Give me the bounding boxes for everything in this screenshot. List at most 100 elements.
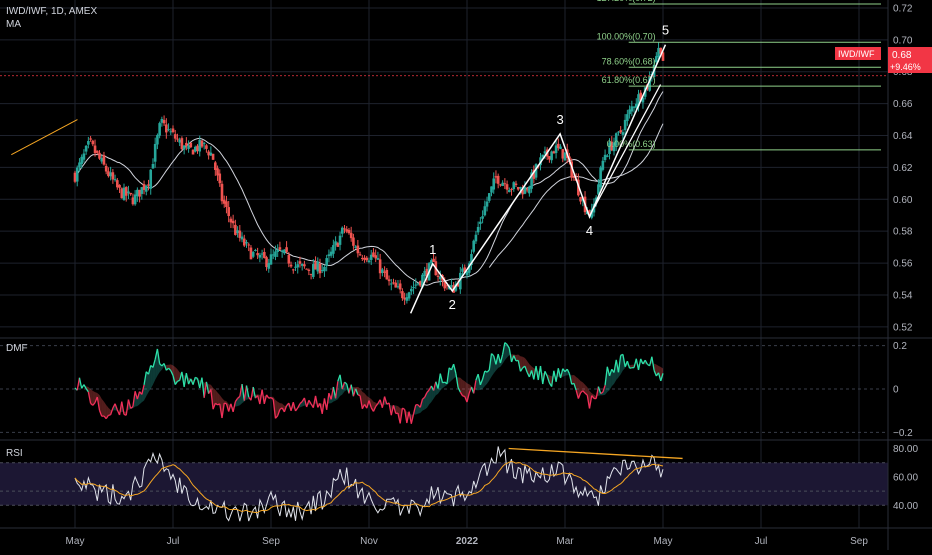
candle-body xyxy=(504,183,507,184)
candle-body xyxy=(553,151,556,153)
candle-body xyxy=(321,270,324,271)
candle-body xyxy=(120,188,123,198)
candle-body xyxy=(308,270,311,271)
candle-body xyxy=(259,255,262,258)
dmf-fill xyxy=(215,390,217,405)
candle-body xyxy=(143,184,146,190)
candle-body xyxy=(167,129,170,130)
candle-body xyxy=(187,145,190,149)
fib-levels-layer: 127.20%(0.72)100.00%(0.70)78.60%(0.68)61… xyxy=(0,0,888,150)
candle-body xyxy=(557,144,560,148)
candle-body xyxy=(619,130,622,132)
x-tick-label: Sep xyxy=(262,536,280,547)
candle-body xyxy=(127,191,130,193)
candle-body xyxy=(283,250,286,254)
candle-body xyxy=(314,261,317,269)
candle-body xyxy=(374,255,377,258)
candle-body xyxy=(76,168,79,182)
candle-body xyxy=(337,243,340,247)
candle-body xyxy=(606,156,609,157)
candle-body xyxy=(192,150,195,155)
candle-body xyxy=(559,147,562,149)
candle-body xyxy=(312,264,315,277)
candle-body xyxy=(363,258,366,260)
candle-body xyxy=(330,252,333,256)
candle-body xyxy=(550,151,553,160)
dmf-tick-label: 0 xyxy=(893,385,899,396)
candle-body xyxy=(484,206,487,215)
candle-body xyxy=(472,241,475,252)
y-tick-label: 0.66 xyxy=(893,99,913,110)
candle-body xyxy=(100,158,103,162)
dmf-line-segment xyxy=(267,395,269,398)
candle-body xyxy=(419,281,422,285)
candle-body xyxy=(254,250,257,251)
candle-body xyxy=(125,187,128,196)
candle-body xyxy=(341,228,344,234)
price-tag-change: +9.46% xyxy=(890,62,921,72)
chart-symbol-title[interactable]: IWD/IWF, 1D, AMEX xyxy=(6,6,97,17)
candle-body xyxy=(123,188,126,200)
candle-body xyxy=(103,155,106,164)
candle-body xyxy=(310,274,313,275)
candle-body xyxy=(256,253,259,255)
dmf-fill xyxy=(463,380,465,397)
candle-body xyxy=(216,168,219,175)
candle-body xyxy=(247,244,250,245)
candle-body xyxy=(357,246,360,254)
dmf-fill xyxy=(151,365,153,388)
fib-level-label: 78.60%(0.68) xyxy=(602,56,656,66)
grid-lines xyxy=(0,0,888,528)
rsi-tick-label: 40.00 xyxy=(893,501,918,512)
candle-body xyxy=(481,216,484,218)
candle-body xyxy=(190,143,193,148)
dmf-line-segment xyxy=(463,396,465,397)
candle-body xyxy=(276,250,279,252)
candle-body xyxy=(141,187,144,194)
candle-body xyxy=(399,283,402,289)
candle-body xyxy=(198,140,201,152)
candle-body xyxy=(234,225,237,235)
candle-body xyxy=(350,233,353,238)
candle-body xyxy=(250,248,253,260)
y-tick-label: 0.64 xyxy=(893,131,913,142)
candle-body xyxy=(156,135,159,144)
candle-body xyxy=(210,153,213,156)
candle-body xyxy=(602,161,605,170)
candle-body xyxy=(194,147,197,152)
dmf-line-segment xyxy=(177,380,179,381)
dmf-fill xyxy=(146,372,148,397)
candle-body xyxy=(631,106,634,111)
candle-body xyxy=(508,190,511,192)
candle-body xyxy=(85,146,88,152)
dmf-title[interactable]: DMF xyxy=(6,343,28,354)
candle-body xyxy=(299,261,302,264)
dmf-line-segment xyxy=(224,403,226,404)
rsi-title[interactable]: RSI xyxy=(6,448,23,459)
x-tick-label: Mar xyxy=(556,536,574,547)
candle-body xyxy=(475,235,478,242)
dmf-fill xyxy=(102,399,104,416)
candle-body xyxy=(201,140,204,146)
x-tick-label: Sep xyxy=(850,536,868,547)
candle-body xyxy=(172,129,175,133)
wave-label: 3 xyxy=(556,112,563,127)
candle-body xyxy=(205,145,208,149)
candle-body xyxy=(414,285,417,286)
candle-body xyxy=(497,176,500,184)
candle-body xyxy=(548,156,551,159)
x-tick-label: Jul xyxy=(755,536,768,547)
candle-body xyxy=(138,190,141,197)
candle-body xyxy=(490,186,493,192)
candle-body xyxy=(626,114,629,121)
candle-body xyxy=(479,222,482,224)
candle-body xyxy=(183,146,186,150)
candle-body xyxy=(392,282,395,283)
y-tick-label: 0.52 xyxy=(893,322,913,333)
ma-indicator-label[interactable]: MA xyxy=(6,19,21,30)
candle-body xyxy=(332,245,335,254)
candle-body xyxy=(381,269,384,273)
y-tick-label: 0.58 xyxy=(893,227,913,238)
dmf-fill xyxy=(416,405,418,415)
